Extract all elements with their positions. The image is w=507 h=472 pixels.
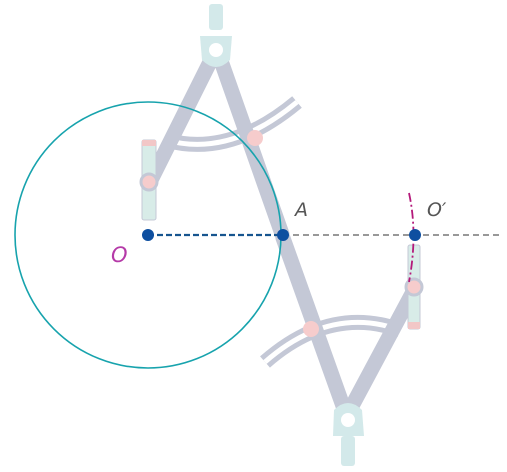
point-a <box>277 229 289 241</box>
compass-top-arc-scale <box>163 96 302 152</box>
compass-top-clamp <box>139 172 159 192</box>
compass-bottom-leg-right <box>344 282 422 414</box>
point-o <box>142 229 154 241</box>
label-o-prime: O′ <box>427 199 447 221</box>
label-o: O <box>111 243 128 267</box>
compass-top-leg-left <box>142 50 220 190</box>
compass-top-leg-right <box>212 50 290 242</box>
compass-top <box>139 4 302 242</box>
compass-bottom <box>260 230 424 466</box>
point-o-prime <box>409 229 421 241</box>
compass-bottom-hinge <box>303 321 319 337</box>
compass-bottom-clamp <box>404 277 424 297</box>
label-a: A <box>293 199 308 221</box>
compass-bottom-arc-scale <box>260 314 403 368</box>
arc-mark-o-prime <box>408 192 415 283</box>
compass-top-hinge <box>247 130 263 146</box>
